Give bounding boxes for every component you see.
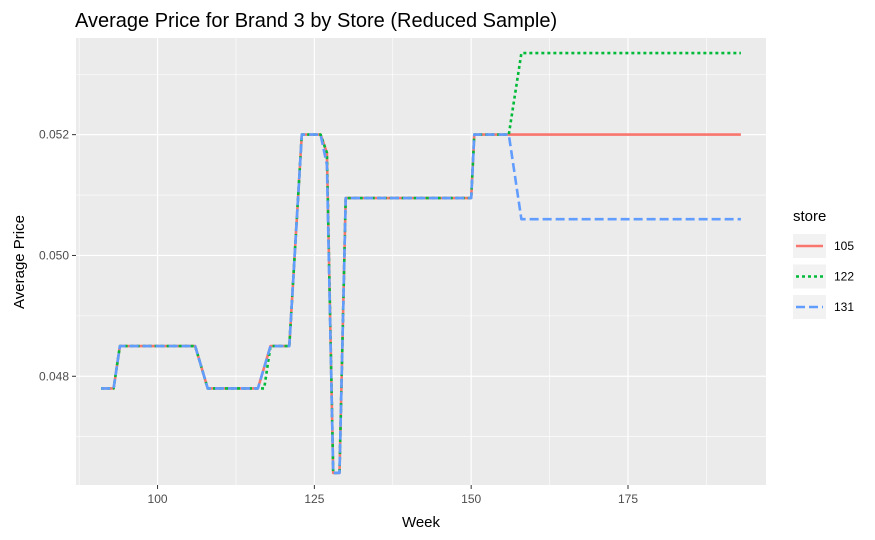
plot-panel [76,38,766,485]
legend-label-131: 131 [834,300,854,314]
grid-lines [76,38,766,485]
x-axis-title: Week [402,514,441,531]
axes: 100 125 150 175 0.048 0.050 0.052 [39,128,638,506]
legend: store 105 122 131 [793,208,854,319]
x-tick-label: 150 [461,492,481,506]
x-tick-label: 100 [148,492,168,506]
y-tick-label: 0.050 [39,248,69,262]
series-line-131 [101,133,741,475]
x-tick-label: 175 [618,492,638,506]
y-tick-label: 0.052 [39,128,69,142]
legend-title: store [793,208,826,225]
y-axis-title: Average Price [11,215,28,309]
panel-background [76,38,766,485]
y-tick-label: 0.048 [39,369,69,383]
legend-label-122: 122 [834,270,854,284]
chart-title: Average Price for Brand 3 by Store (Redu… [75,10,557,32]
legend-label-105: 105 [834,239,854,253]
x-tick-label: 125 [304,492,324,506]
series-lines [101,51,741,475]
